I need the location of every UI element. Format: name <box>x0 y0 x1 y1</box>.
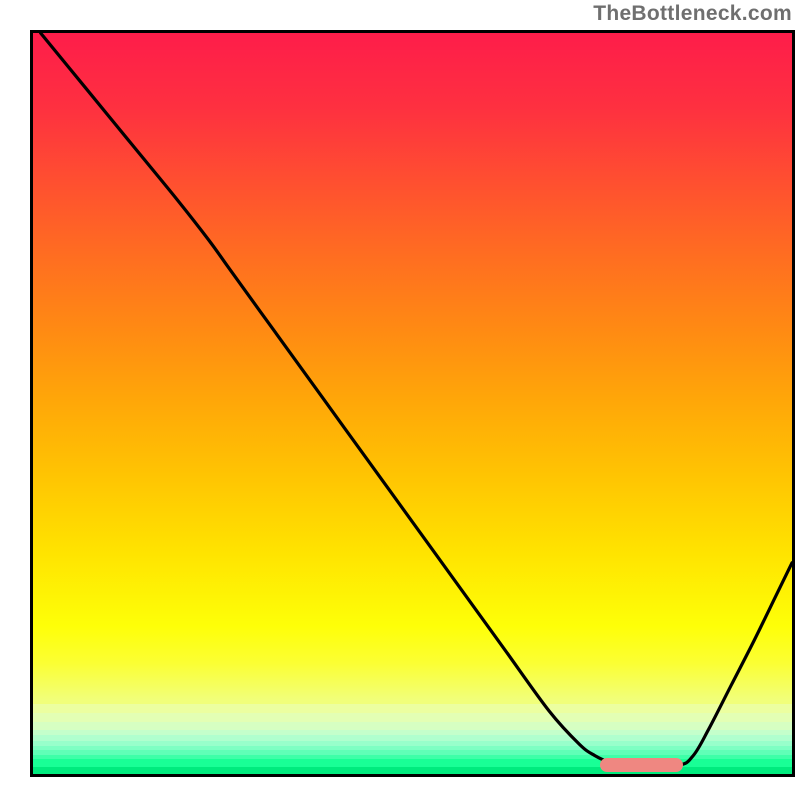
attribution-text: TheBottleneck.com <box>593 2 792 26</box>
chart-frame <box>30 30 795 777</box>
chart-root: { "dimensions": { "width": 800, "height"… <box>0 0 800 800</box>
